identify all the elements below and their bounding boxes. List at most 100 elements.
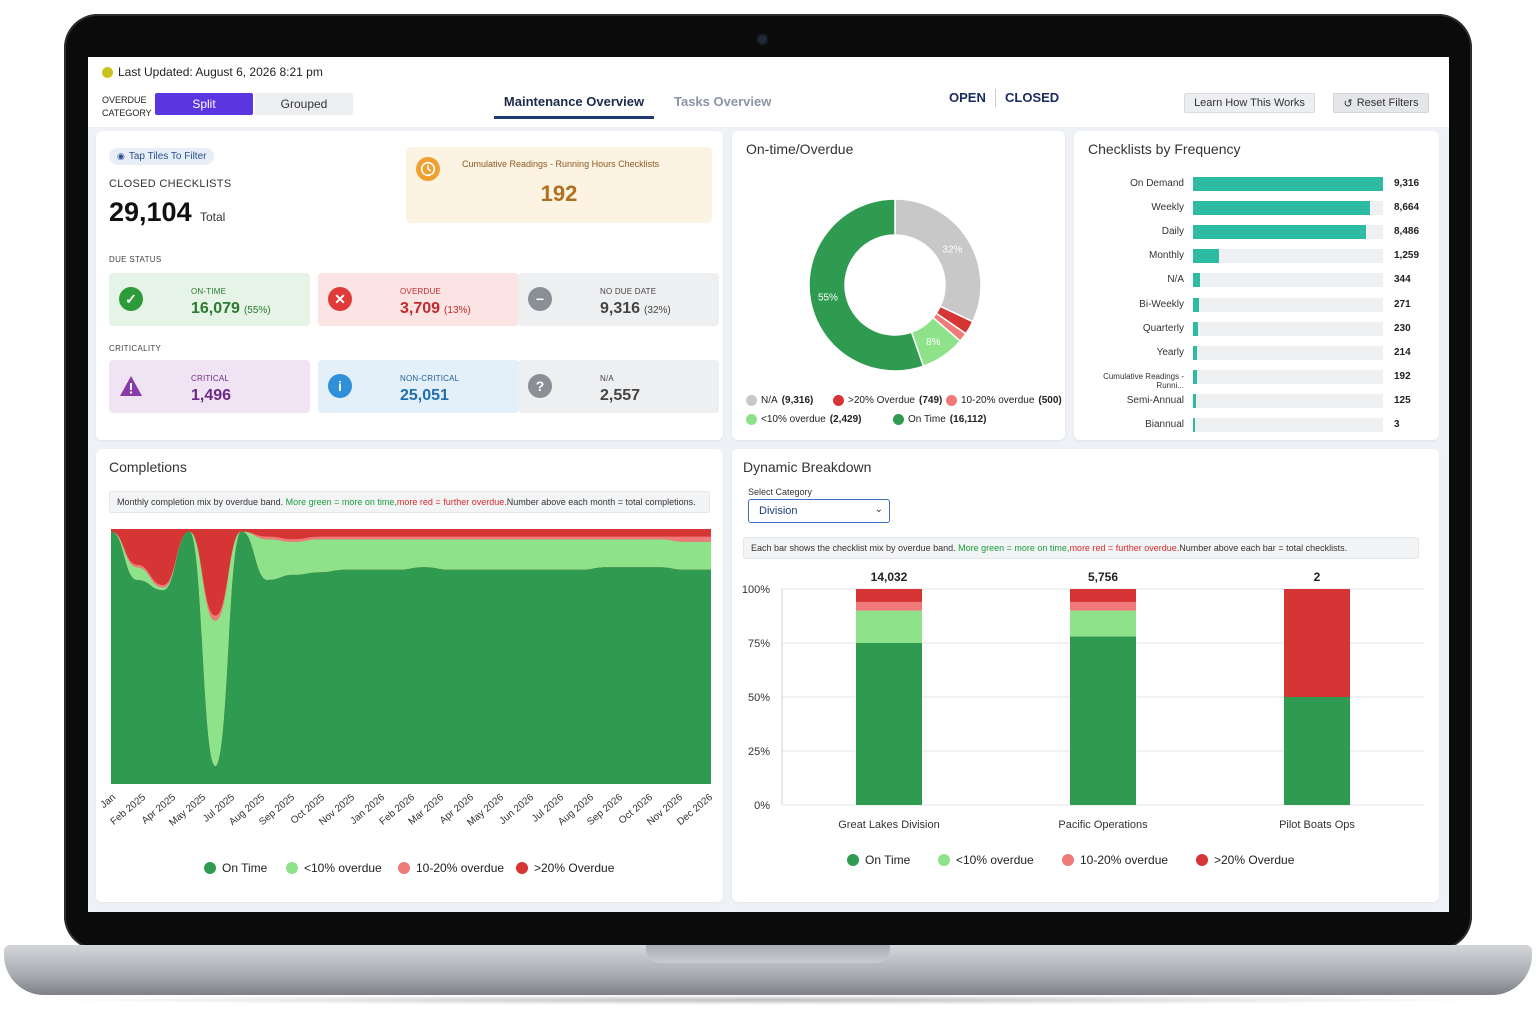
tile-na[interactable]: ? N/A 2,557 xyxy=(518,360,719,413)
stacked-bar-segment[interactable] xyxy=(1070,636,1136,805)
frequency-bar-track[interactable] xyxy=(1193,273,1383,288)
reset-filters-button[interactable]: ↺ Reset Filters xyxy=(1333,93,1429,113)
tile-value: 1,496 xyxy=(191,387,232,404)
tile-non-critical[interactable]: i NON-CRITICAL 25,051 xyxy=(318,360,519,413)
frequency-bar[interactable] xyxy=(1193,418,1195,432)
donut-slice[interactable] xyxy=(894,198,982,323)
frequency-bar[interactable] xyxy=(1193,201,1370,216)
legend-item[interactable]: N/A (9,316) xyxy=(746,395,813,406)
legend-item[interactable]: On Time xyxy=(847,853,910,867)
legend-item[interactable]: <10% overdue xyxy=(286,861,382,875)
legend-item[interactable]: >20% Overdue xyxy=(516,861,614,875)
tile-critical[interactable]: CRITICAL 1,496 xyxy=(109,360,310,413)
frequency-bar-track[interactable] xyxy=(1193,201,1383,216)
tile-label: NO DUE DATE xyxy=(600,287,657,296)
donut-slice-label: 8% xyxy=(926,337,941,348)
area-series[interactable] xyxy=(111,531,711,767)
stacked-bar-segment[interactable] xyxy=(1070,601,1136,611)
stacked-bar-segment[interactable] xyxy=(856,589,922,602)
frequency-label: Monthly xyxy=(1148,250,1184,262)
note-green: More green = more on time, xyxy=(285,497,397,507)
legend-dot xyxy=(833,395,844,406)
frequency-bar[interactable] xyxy=(1193,225,1367,240)
frequency-bar-track[interactable] xyxy=(1193,321,1383,336)
note-end: Number above each bar = total checklists… xyxy=(1179,543,1348,553)
legend-item[interactable]: <10% overdue (2,429) xyxy=(746,414,861,425)
cumulative-readings-tile[interactable]: Cumulative Readings - Running Hours Chec… xyxy=(406,147,712,223)
frequency-bar-track[interactable] xyxy=(1193,177,1383,191)
frequency-bar-track[interactable] xyxy=(1193,418,1383,432)
tile-label: NON-CRITICAL xyxy=(400,374,460,383)
grouped-button[interactable]: Grouped xyxy=(255,93,353,115)
clock-icon xyxy=(416,157,440,181)
legend-item[interactable]: On Time xyxy=(204,861,267,875)
legend-item[interactable]: 10-20% overdue xyxy=(1062,853,1168,867)
reset-icon: ↺ xyxy=(1343,97,1353,110)
stacked-bar-segment[interactable] xyxy=(1070,589,1136,602)
stacked-bar-segment[interactable] xyxy=(856,610,922,643)
y-tick-label: 50% xyxy=(748,692,770,704)
frequency-label: Cumulative Readings - Runni... xyxy=(1103,371,1184,390)
note-end: Number above each month = total completi… xyxy=(506,497,696,507)
completions-panel: Completions Monthly completion mix by ov… xyxy=(96,449,723,902)
tile-overdue[interactable]: ✕ OVERDUE 3,709 (13%) xyxy=(318,273,519,326)
category-label: Pilot Boats Ops xyxy=(1279,819,1355,831)
overdue-value: 3,709 xyxy=(400,300,441,317)
frequency-bar-track[interactable] xyxy=(1193,297,1383,312)
frequency-bar-track[interactable] xyxy=(1193,249,1383,264)
legend-item[interactable]: 10-20% overdue (500) xyxy=(946,395,1062,406)
frequency-bar[interactable] xyxy=(1193,393,1196,408)
closed-checklists-label: CLOSED CHECKLISTS xyxy=(109,178,232,190)
cumulative-value: 192 xyxy=(540,181,578,206)
legend-dot xyxy=(516,862,528,874)
legend-name: 10-20% overdue xyxy=(961,395,1035,406)
legend-dot xyxy=(946,395,957,406)
frequency-bar-track[interactable] xyxy=(1193,225,1383,240)
tab-tasks-overview[interactable]: Tasks Overview xyxy=(674,94,772,109)
note-green: More green = more on time, xyxy=(958,543,1070,553)
stacked-bar-segment[interactable] xyxy=(856,643,922,805)
category-select[interactable]: Division ⌄ xyxy=(748,499,890,523)
ontime-overdue-panel: On-time/Overdue 32% 8% 55% N/A (9,316) >20% … xyxy=(732,131,1065,440)
area-series[interactable] xyxy=(111,531,711,784)
frequency-bar[interactable] xyxy=(1193,177,1383,191)
frequency-bar[interactable] xyxy=(1193,297,1199,312)
y-tick-label: 100% xyxy=(742,584,770,596)
legend-name: 10-20% overdue xyxy=(416,861,505,875)
frequency-bar-track[interactable] xyxy=(1193,369,1383,384)
legend-dot xyxy=(204,862,216,874)
tile-on-time[interactable]: ✓ ON-TIME 16,079 (55%) xyxy=(109,273,310,326)
frequency-value: 214 xyxy=(1394,346,1411,358)
legend-name: >20% Overdue xyxy=(848,395,915,406)
frequency-label: Weekly xyxy=(1151,202,1184,214)
legend-item[interactable]: <10% overdue xyxy=(938,853,1034,867)
area-series[interactable] xyxy=(111,529,711,616)
overdue-category-line2: CATEGORY xyxy=(102,108,152,118)
tile-no-due-date[interactable]: − NO DUE DATE 9,316 (32%) xyxy=(518,273,719,326)
frequency-bar[interactable] xyxy=(1193,249,1219,264)
frequency-bar[interactable] xyxy=(1193,369,1197,384)
legend-item[interactable]: 10-20% overdue xyxy=(398,861,504,875)
legend-item[interactable]: On Time (16,112) xyxy=(893,414,987,425)
frequency-bar[interactable] xyxy=(1193,321,1198,336)
donut-slice[interactable] xyxy=(808,198,925,372)
bar-total-label: 2 xyxy=(1314,570,1321,584)
split-button[interactable]: Split xyxy=(155,93,253,115)
stacked-bar-segment[interactable] xyxy=(1284,697,1350,805)
learn-how-button[interactable]: Learn How This Works xyxy=(1184,93,1315,113)
open-toggle[interactable]: OPEN xyxy=(949,90,986,105)
closed-toggle[interactable]: CLOSED xyxy=(1005,90,1060,105)
legend-item[interactable]: >20% Overdue (749) xyxy=(833,395,942,406)
stacked-bar-segment[interactable] xyxy=(1284,589,1350,697)
tab-maintenance-overview[interactable]: Maintenance Overview xyxy=(494,91,654,119)
frequency-bar[interactable] xyxy=(1193,345,1198,360)
stacked-bar-segment[interactable] xyxy=(856,601,922,611)
frequency-bar-track[interactable] xyxy=(1193,393,1383,408)
frequency-bar[interactable] xyxy=(1193,273,1201,288)
frequency-bar-track[interactable] xyxy=(1193,345,1383,360)
legend-item[interactable]: >20% Overdue xyxy=(1196,853,1294,867)
tile-value: 2,557 xyxy=(600,387,641,404)
legend-count: (16,112) xyxy=(949,414,987,425)
stacked-bar-segment[interactable] xyxy=(1070,610,1136,637)
y-tick-label: 25% xyxy=(748,746,770,758)
